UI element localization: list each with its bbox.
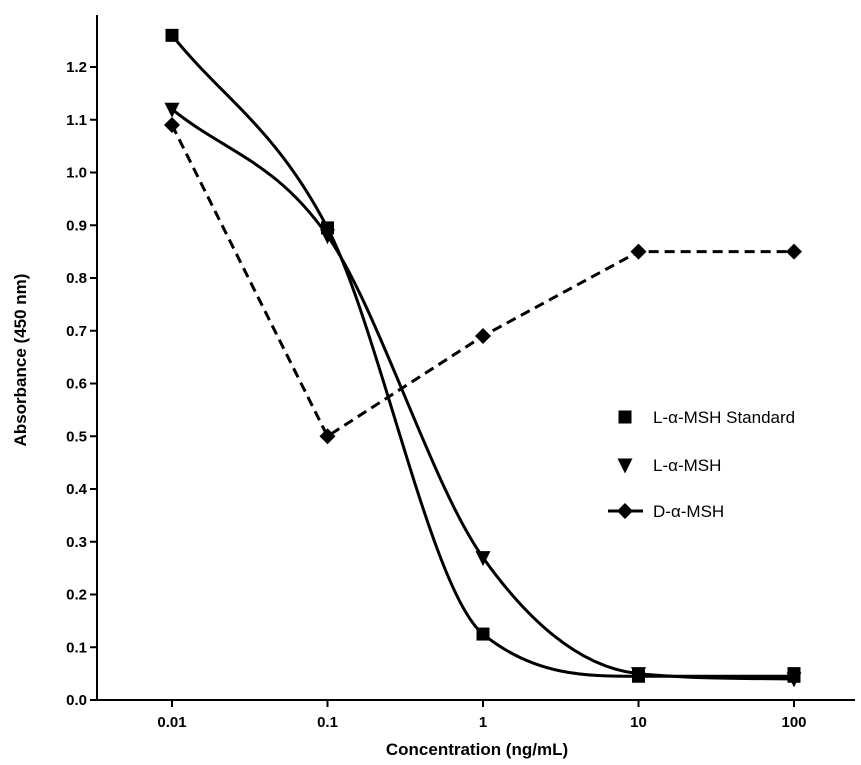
data-point-square [165, 28, 179, 42]
legend-label: L-α-MSH Standard [653, 408, 795, 427]
data-point-diamond [319, 428, 336, 445]
data-point-triangle-down [164, 102, 180, 118]
y-tick-label: 1.2 [66, 59, 87, 76]
data-point-diamond [630, 243, 647, 260]
series-curve [171, 108, 795, 681]
legend-marker-diamond [617, 503, 633, 519]
data-point-diamond [164, 117, 180, 134]
data-point-diamond [786, 243, 802, 260]
y-tick-label: 1.0 [66, 165, 87, 182]
legend-item-2: L-α-MSH [617, 456, 721, 475]
y-axis-title: Absorbance (450 nm) [11, 274, 30, 447]
data-point-square [476, 627, 490, 641]
axes: 0.0 0.1 0.2 0.3 0.4 0.5 0.6 0.7 0.8 0.9 1.0 1.1 1.2 0… [66, 15, 855, 731]
x-tick-label: 10 [630, 714, 647, 731]
y-tick-label: 0.0 [66, 692, 87, 709]
x-tick-label: 100 [781, 714, 806, 731]
series-2 [164, 102, 802, 688]
legend-label: D-α-MSH [653, 502, 724, 521]
y-tick-label: 0.8 [66, 270, 87, 287]
legend-marker-triangle-down [617, 458, 633, 474]
y-tick-label: 0.1 [66, 639, 87, 656]
y-tick-label: 0.5 [66, 428, 87, 445]
legend-item-1: L-α-MSH Standard [618, 408, 795, 427]
x-tick-label: 0.01 [157, 714, 186, 731]
legend: L-α-MSH Standard L-α-MSH D-α-MSH [608, 408, 795, 521]
x-axis-title: Concentration (ng/mL) [386, 740, 568, 759]
data-point-triangle-down [320, 229, 335, 245]
y-tick-label: 0.7 [66, 323, 87, 340]
data-point-triangle-down [786, 672, 802, 688]
series-curve [170, 34, 794, 678]
data-point-diamond [475, 328, 491, 345]
data-point-triangle-down [475, 551, 491, 567]
y-tick-label: 0.6 [66, 376, 87, 393]
y-tick-label: 0.2 [66, 587, 87, 604]
legend-label: L-α-MSH [653, 456, 721, 475]
y-tick-label: 0.3 [66, 534, 87, 551]
series-3 [164, 117, 802, 445]
y-tick-label: 1.1 [66, 112, 87, 129]
series-layer [164, 28, 802, 688]
legend-item-3: D-α-MSH [608, 502, 724, 521]
data-point-triangle-down [631, 667, 646, 683]
legend-marker-square [618, 410, 632, 424]
y-tick-label: 0.4 [66, 481, 88, 498]
y-tick-label: 0.9 [66, 217, 87, 234]
x-tick-label: 1 [479, 714, 487, 731]
x-tick-label: 0.1 [317, 714, 338, 731]
series-1 [165, 28, 801, 683]
